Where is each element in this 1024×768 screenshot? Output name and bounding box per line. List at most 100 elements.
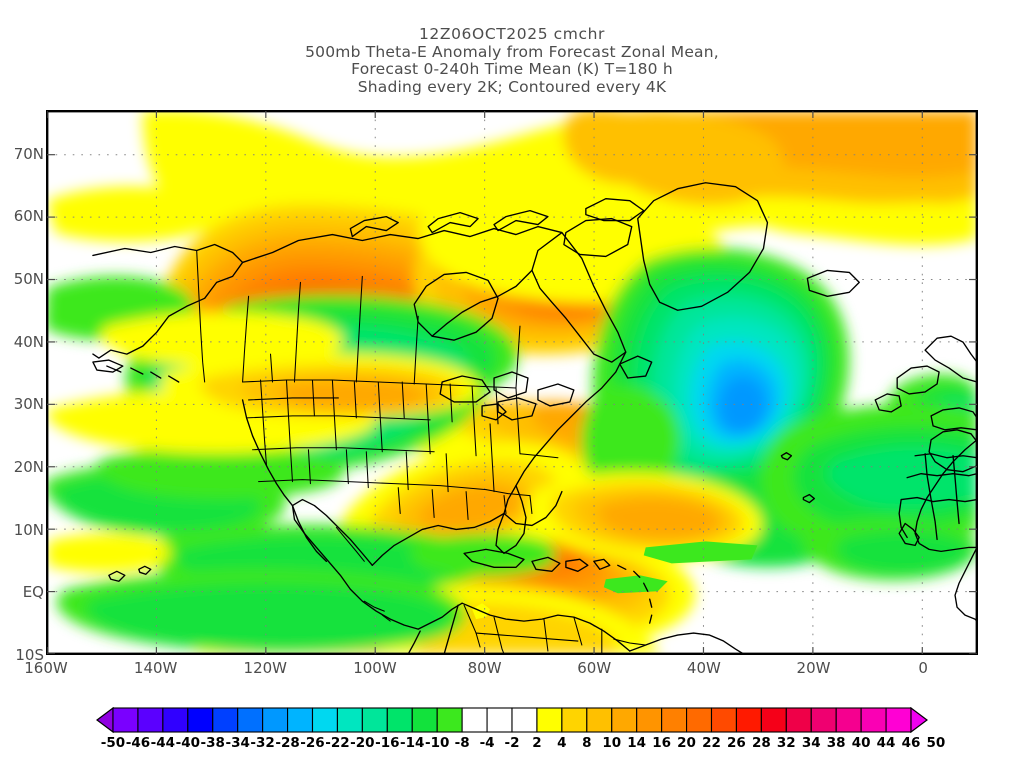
- y-axis-label: 40N: [13, 332, 44, 351]
- colorbar-tick-label: 10: [602, 735, 622, 751]
- colorbar-cell: [561, 707, 588, 733]
- colorbar-cell: [511, 707, 538, 733]
- y-axis-label: 50N: [13, 270, 44, 289]
- colorbar-cell: [237, 707, 264, 733]
- colorbar-tick-label: -38: [200, 735, 225, 751]
- y-axis-label: 60N: [13, 207, 44, 226]
- colorbar-tick-labels: -50 -46 -44 -40 -38 -34 -32 -28 -26 -22 -20 -16 -14-…: [0, 735, 1024, 757]
- colorbar-cell: [311, 707, 338, 733]
- colorbar-cell: [411, 707, 438, 733]
- colorbar-tick-label: 26: [727, 735, 746, 751]
- colorbar-cell: [885, 707, 912, 733]
- colorbar-tick-label: 14: [627, 735, 647, 751]
- figure-title-block: 12Z06OCT2025 cmchr 500mb Theta-E Anomaly…: [0, 25, 1024, 96]
- x-axis-label: 40W: [686, 659, 721, 677]
- colorbar-tick-label: -28: [275, 735, 300, 751]
- colorbar-cell: [386, 707, 413, 733]
- colorbar-cell: [336, 707, 363, 733]
- colorbar-tick-label: -26: [300, 735, 325, 751]
- colorbar-cell: [262, 707, 289, 733]
- colorbar-cell: [661, 707, 688, 733]
- colorbar-tick-label: -8: [454, 735, 470, 751]
- colorbar-cell: [137, 707, 164, 733]
- colorbar-tick-label: 4: [557, 735, 567, 751]
- colorbar-tick-label: -50: [100, 735, 126, 751]
- colorbar-cell: [810, 707, 837, 733]
- colorbar-tick-label: 38: [826, 735, 846, 751]
- colorbar-tick-label: -2: [504, 735, 520, 751]
- colorbar-tick-label: 50: [926, 735, 946, 751]
- colorbar-tick-label: -40: [175, 735, 200, 751]
- title-line-run: 12Z06OCT2025 cmchr: [418, 25, 606, 43]
- colorbar-cell: [611, 707, 638, 733]
- colorbar-swatches: [96, 707, 928, 733]
- colorbar-low-extend: [96, 707, 114, 733]
- colorbar-cell: [486, 707, 513, 733]
- title-line-forecast: Forecast 0-240h Time Mean (K) T=180 h: [351, 60, 673, 78]
- x-axis-label: 100W: [353, 659, 397, 677]
- x-axis-label: 20W: [796, 659, 831, 677]
- x-axis-label: 60W: [577, 659, 612, 677]
- x-axis-label: 140W: [133, 659, 178, 677]
- colorbar-cell: [436, 707, 463, 733]
- y-axis-label: 10N: [13, 520, 44, 539]
- colorbar-cell: [461, 707, 488, 733]
- colorbar-tick-label: 20: [677, 735, 696, 751]
- colorbar-cell: [361, 707, 388, 733]
- x-axis-label: 160W: [24, 659, 68, 677]
- colorbar-tick-label: -46: [125, 735, 151, 751]
- y-axis-label: 10S: [15, 646, 44, 664]
- y-axis-label: 20N: [13, 458, 44, 477]
- map-plot-area: [46, 110, 978, 655]
- x-axis-label: 0: [918, 659, 928, 677]
- lat-lon-gridlines: [47, 111, 977, 654]
- colorbar-tick-label: 16: [652, 735, 672, 751]
- colorbar-tick-label: 34: [801, 735, 821, 751]
- colorbar-cell: [760, 707, 787, 733]
- colorbar-cell: [636, 707, 663, 733]
- colorbar-tick-label: -44: [150, 735, 176, 751]
- colorbar-cell: [112, 707, 139, 733]
- y-axis-label: 30N: [13, 395, 44, 414]
- colorbar-tick-label: 32: [776, 735, 796, 751]
- map-frame: [47, 111, 977, 654]
- axis-ticks: [47, 111, 977, 654]
- colorbar-cell: [686, 707, 713, 733]
- coastline-layer: [92, 182, 977, 654]
- colorbar-cell: [212, 707, 239, 733]
- colorbar-cell: [536, 707, 563, 733]
- colorbar-tick-label: -10: [424, 735, 450, 751]
- colorbar-cell: [586, 707, 613, 733]
- y-axis-label: EQ: [22, 583, 44, 602]
- title-line-field: 500mb Theta-E Anomaly from Forecast Zona…: [305, 42, 719, 61]
- anomaly-shading-canvas: [47, 111, 977, 654]
- colorbar-cell: [860, 707, 887, 733]
- colorbar-tick-label: 28: [751, 735, 771, 751]
- colorbar-tick-label: 44: [876, 735, 896, 751]
- colorbar-tick-label: 2: [532, 735, 542, 751]
- colorbar-tick-label: -32: [250, 735, 275, 751]
- x-axis-label: 80W: [467, 659, 502, 677]
- colorbar-cell: [785, 707, 812, 733]
- colorbar-cell: [835, 707, 862, 733]
- colorbar-high-extend: [910, 707, 928, 733]
- colorbar-cell: [735, 707, 762, 733]
- colorbar-tick-label: -20: [350, 735, 375, 751]
- colorbar-tick-label: -16: [375, 735, 400, 751]
- colorbar-cell: [710, 707, 737, 733]
- colorbar-tick-label: -22: [325, 735, 350, 751]
- colorbar-cell: [287, 707, 314, 733]
- colorbar-cell: [162, 707, 189, 733]
- colorbar-tick-label: -34: [225, 735, 250, 751]
- colorbar-tick-label: -14: [400, 735, 425, 751]
- title-line-shading: Shading every 2K; Contoured every 4K: [357, 77, 667, 96]
- colorbar-cell: [187, 707, 214, 733]
- colorbar-tick-label: -4: [479, 735, 495, 751]
- colorbar-tick-label: 46: [901, 735, 921, 751]
- colorbar-tick-label: 40: [851, 735, 871, 751]
- colorbar-tick-label: 22: [702, 735, 721, 751]
- y-axis-label: 70N: [13, 144, 44, 163]
- colorbar-tick-label: 8: [582, 735, 592, 751]
- colorbar: [96, 707, 928, 733]
